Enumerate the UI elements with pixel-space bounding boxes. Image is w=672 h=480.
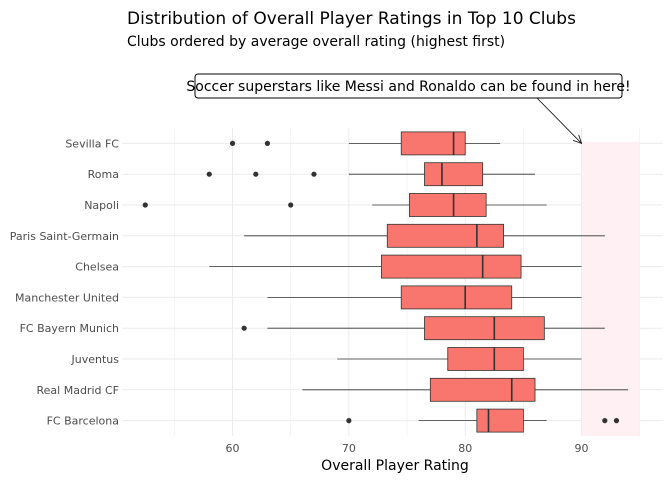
box-roma <box>206 162 536 187</box>
outlier-point <box>288 202 294 208</box>
chart-title: Distribution of Overall Player Ratings i… <box>127 9 576 29</box>
outlier-point <box>241 325 247 331</box>
y-tick-label: Juventus <box>71 353 120 366</box>
iqr-box <box>400 131 466 156</box>
y-tick-label: Manchester United <box>15 291 119 304</box>
x-tick-label: 70 <box>342 442 356 455</box>
annotation-arrow <box>536 97 582 144</box>
iqr-box <box>408 193 487 217</box>
outlier-point <box>311 171 317 177</box>
iqr-box <box>476 408 524 433</box>
y-tick-label: Roma <box>88 168 119 181</box>
outlier-point <box>264 140 271 146</box>
x-tick-label: 60 <box>226 442 240 455</box>
outlier-point <box>206 171 212 177</box>
box-fc-barcelona <box>346 408 620 433</box>
iqr-box <box>429 377 536 402</box>
y-axis-labels: Sevilla FC Roma Napoli Paris Saint-Germain C… <box>10 137 120 427</box>
x-tick-label: 80 <box>458 442 472 455</box>
iqr-box <box>381 254 522 279</box>
y-tick-label: Sevilla FC <box>65 137 119 150</box>
y-tick-label: FC Barcelona <box>47 415 119 428</box>
x-axis-title: Overall Player Rating <box>321 458 469 474</box>
annotation-text: Soccer superstars like Messi and Ronaldo… <box>186 79 630 95</box>
superstar-highlight-region <box>581 141 640 437</box>
outlier-point <box>346 418 352 424</box>
chart-subtitle: Clubs ordered by average overall rating … <box>127 34 505 50</box>
y-tick-label: Paris Saint-Germain <box>10 230 119 243</box>
iqr-box <box>400 285 513 310</box>
box-paris-saint-germain <box>244 223 605 248</box>
y-tick-label: FC Bayern Munich <box>20 322 119 335</box>
box-chelsea <box>209 254 582 279</box>
box-sevilla-fc <box>229 131 501 156</box>
y-tick-label: Napoli <box>84 199 119 212</box>
annotation-box <box>194 73 623 99</box>
iqr-box <box>447 347 524 371</box>
box-manchester-united <box>267 285 582 310</box>
iqr-box <box>424 162 484 187</box>
boxes-layer <box>142 131 629 433</box>
iqr-box <box>424 316 545 341</box>
annotation-arrowhead <box>572 134 583 145</box>
annotation: Soccer superstars like Messi and Ronaldo… <box>186 73 631 145</box>
box-real-madrid-cf <box>302 377 629 402</box>
box-juventus <box>337 347 582 371</box>
x-tick-label: 90 <box>575 442 589 455</box>
outlier-point <box>142 202 148 208</box>
y-tick-label: Real Madrid CF <box>37 384 120 397</box>
outlier-point <box>253 171 259 177</box>
box-napoli <box>142 193 547 217</box>
outlier-point <box>613 418 620 424</box>
outlier-point <box>229 140 236 146</box>
box-fc-bayern-munich <box>241 316 605 341</box>
outlier-point <box>602 418 608 424</box>
x-axis-labels: 60 70 80 90 <box>226 442 589 455</box>
y-tick-label: Chelsea <box>75 261 119 274</box>
iqr-box <box>386 223 505 248</box>
